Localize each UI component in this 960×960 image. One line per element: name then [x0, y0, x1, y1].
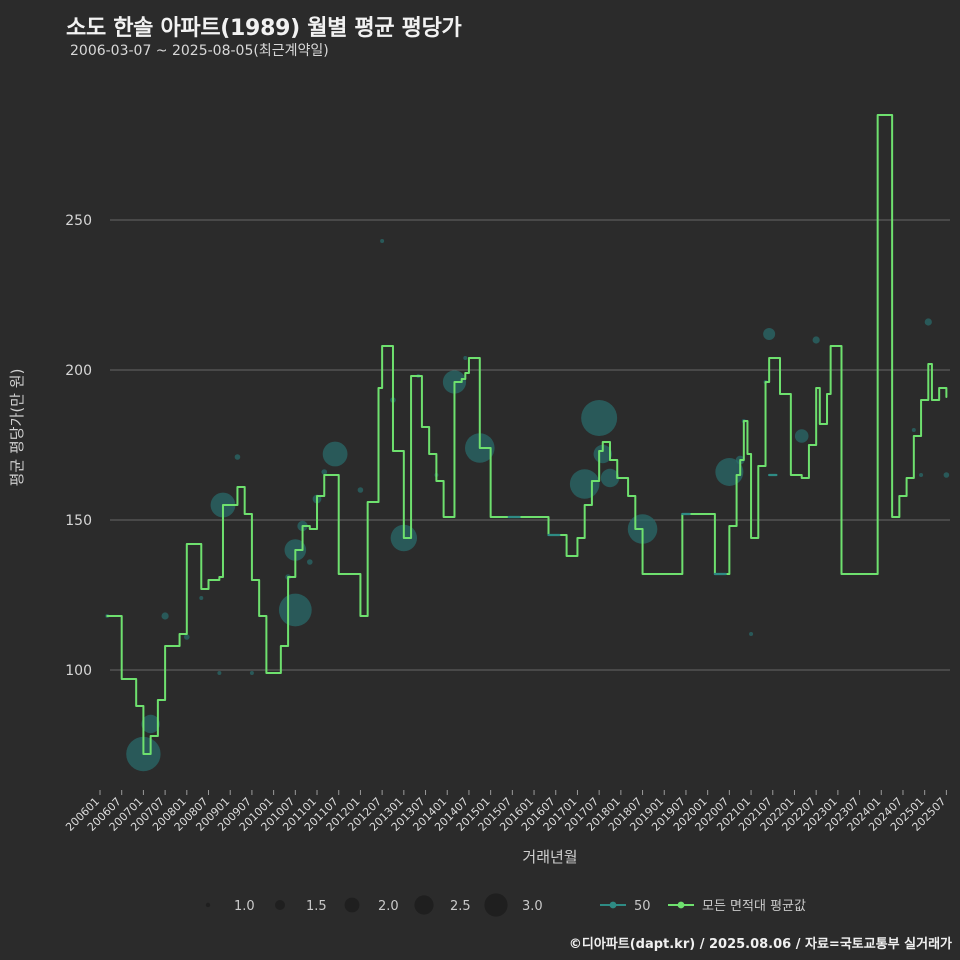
- y-axis-title: 평균 평당가(만 원): [8, 369, 26, 487]
- y-tick-label: 100: [65, 663, 92, 679]
- legend-size-label: 1.0: [234, 899, 255, 914]
- scatter-bubble: [911, 428, 916, 432]
- chart-legend: 1.0 1.5 2.0 2.5 3.0 50 모든 면적대 평균값: [205, 893, 806, 917]
- y-tick-label: 250: [65, 213, 92, 229]
- scatter-bubble: [380, 239, 385, 243]
- legend-series-label: 모든 면적대 평균값: [702, 899, 806, 914]
- scatter-bubble: [249, 671, 254, 675]
- scatter-bubble: [581, 400, 618, 436]
- x-axis-ticks: 2006012006072007012007072008012008072009…: [63, 790, 949, 834]
- scatter-bubble: [749, 632, 754, 636]
- scatter-bubble: [463, 356, 468, 360]
- scatter-bubble: [812, 336, 820, 344]
- scatter-bubble: [306, 559, 313, 565]
- legend-size-marker: [484, 893, 508, 917]
- scatter-bubble: [234, 454, 241, 460]
- axis-titles: 거래년월 평균 평당가(만 원): [8, 369, 578, 866]
- legend-size-marker: [344, 897, 360, 913]
- scatter-bubble: [943, 472, 950, 478]
- footer-credit: ©디아파트(dapt.kr) / 2025.08.06 / 자료=국토교통부 실…: [568, 937, 952, 952]
- y-axis-ticks: 100 150 200 250: [65, 213, 92, 679]
- scatter-bubble: [919, 473, 924, 477]
- legend-size-label: 2.0: [378, 899, 399, 914]
- scatter-bubble: [161, 612, 169, 620]
- page-subtitle: 2006-03-07 ~ 2025-08-05(최근계약일): [70, 43, 329, 59]
- page-title: 소도 한솔 아파트(1989) 월별 평균 평당가: [66, 16, 462, 41]
- line-series-average: [106, 114, 948, 755]
- legend-size-label: 3.0: [522, 899, 543, 914]
- y-tick-label: 200: [65, 363, 92, 379]
- y-tick-label: 150: [65, 513, 92, 529]
- legend-series-item[interactable]: 모든 면적대 평균값: [668, 899, 806, 914]
- scatter-bubble: [141, 714, 160, 734]
- legend-size-marker: [414, 895, 434, 915]
- scatter-bubble: [217, 671, 222, 675]
- line-series-50: [507, 473, 778, 576]
- legend-size-label: 1.5: [306, 899, 327, 914]
- gridlines: [110, 219, 950, 671]
- legend-size-label: 2.5: [450, 899, 471, 914]
- scatter-bubble: [278, 593, 312, 627]
- scatter-bubble: [321, 469, 328, 475]
- scatter-bubble: [357, 487, 364, 493]
- average-line-path: [106, 114, 948, 755]
- legend-series-item[interactable]: 50: [600, 899, 651, 914]
- scatter-bubble: [184, 634, 190, 640]
- legend-series-label: 50: [634, 899, 651, 914]
- bubble-series: [105, 239, 950, 772]
- scatter-bubble: [199, 596, 204, 600]
- legend-size-marker: [205, 902, 211, 908]
- x-axis-title: 거래년월: [522, 848, 577, 866]
- scatter-bubble: [794, 429, 809, 443]
- scatter-bubble: [600, 468, 620, 488]
- scatter-bubble: [322, 441, 348, 467]
- legend-size-marker: [275, 900, 285, 910]
- scatter-bubble: [924, 318, 932, 326]
- scatter-bubble: [569, 469, 600, 499]
- scatter-bubble: [763, 328, 776, 340]
